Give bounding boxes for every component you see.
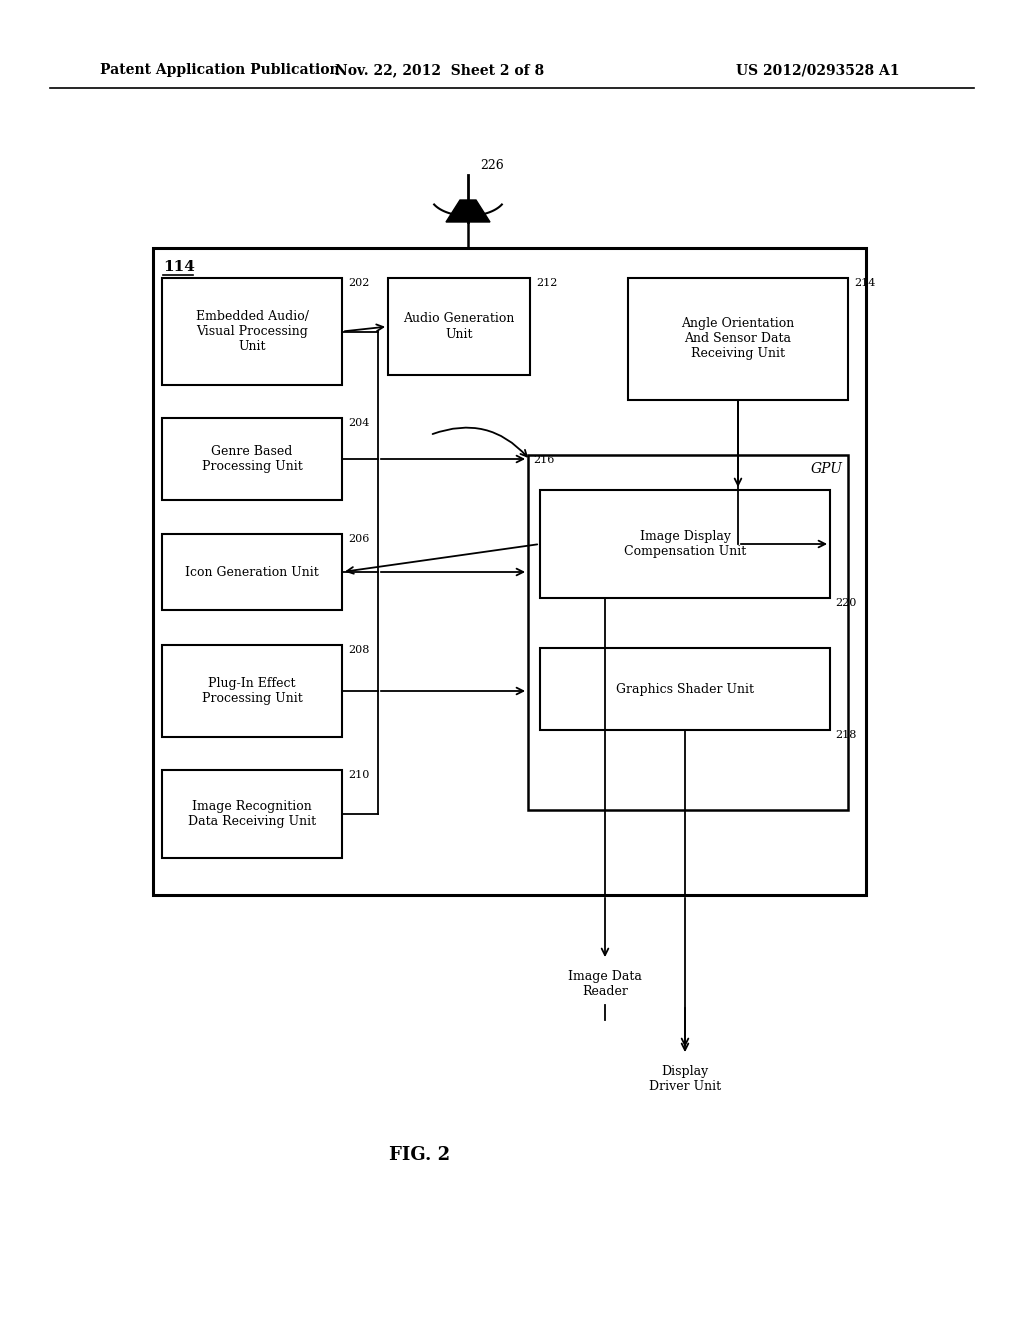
Text: Image Data
Reader: Image Data Reader bbox=[568, 970, 642, 998]
Bar bbox=[528, 455, 848, 810]
Text: 218: 218 bbox=[835, 730, 856, 741]
Text: Nov. 22, 2012  Sheet 2 of 8: Nov. 22, 2012 Sheet 2 of 8 bbox=[336, 63, 545, 77]
Text: Image Recognition
Data Receiving Unit: Image Recognition Data Receiving Unit bbox=[188, 800, 316, 828]
Text: 226: 226 bbox=[480, 158, 504, 172]
Text: 204: 204 bbox=[348, 418, 370, 428]
Text: 216: 216 bbox=[534, 455, 554, 465]
Bar bbox=[162, 770, 342, 858]
Bar bbox=[628, 279, 848, 400]
Text: 210: 210 bbox=[348, 770, 370, 780]
Text: Audio Generation
Unit: Audio Generation Unit bbox=[403, 313, 515, 341]
Text: Icon Generation Unit: Icon Generation Unit bbox=[185, 565, 318, 578]
Text: 114: 114 bbox=[163, 260, 195, 275]
Text: FIG. 2: FIG. 2 bbox=[389, 1146, 451, 1164]
Text: Plug-In Effect
Processing Unit: Plug-In Effect Processing Unit bbox=[202, 677, 302, 705]
Bar bbox=[388, 279, 530, 375]
Bar bbox=[540, 490, 830, 598]
Text: 212: 212 bbox=[536, 279, 557, 288]
Text: Graphics Shader Unit: Graphics Shader Unit bbox=[616, 682, 754, 696]
Bar bbox=[162, 279, 342, 385]
Text: GPU: GPU bbox=[811, 462, 843, 477]
Text: 202: 202 bbox=[348, 279, 370, 288]
Text: 208: 208 bbox=[348, 645, 370, 655]
Text: Embedded Audio/
Visual Processing
Unit: Embedded Audio/ Visual Processing Unit bbox=[196, 310, 308, 352]
Bar bbox=[162, 418, 342, 500]
Bar bbox=[162, 645, 342, 737]
Text: Genre Based
Processing Unit: Genre Based Processing Unit bbox=[202, 445, 302, 473]
Text: Image Display
Compensation Unit: Image Display Compensation Unit bbox=[624, 531, 746, 558]
Text: Patent Application Publication: Patent Application Publication bbox=[100, 63, 340, 77]
Text: 206: 206 bbox=[348, 535, 370, 544]
Text: 220: 220 bbox=[835, 598, 856, 609]
Text: US 2012/0293528 A1: US 2012/0293528 A1 bbox=[736, 63, 900, 77]
Bar bbox=[162, 535, 342, 610]
Text: Angle Orientation
And Sensor Data
Receiving Unit: Angle Orientation And Sensor Data Receiv… bbox=[681, 318, 795, 360]
Text: 214: 214 bbox=[854, 279, 876, 288]
Text: Display
Driver Unit: Display Driver Unit bbox=[649, 1065, 721, 1093]
Bar bbox=[153, 248, 866, 895]
Polygon shape bbox=[446, 201, 490, 222]
Bar bbox=[540, 648, 830, 730]
